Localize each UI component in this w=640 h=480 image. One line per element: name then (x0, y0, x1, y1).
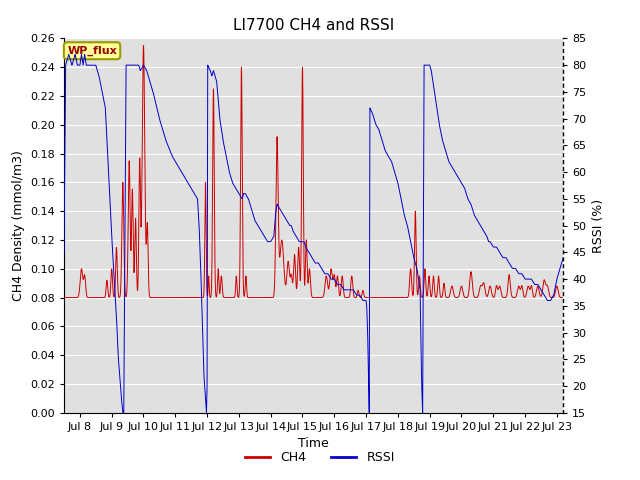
Y-axis label: RSSI (%): RSSI (%) (592, 199, 605, 252)
Title: LI7700 CH4 and RSSI: LI7700 CH4 and RSSI (233, 18, 394, 33)
Legend: CH4, RSSI: CH4, RSSI (240, 446, 400, 469)
X-axis label: Time: Time (298, 437, 329, 450)
Text: WP_flux: WP_flux (67, 46, 117, 56)
Y-axis label: CH4 Density (mmol/m3): CH4 Density (mmol/m3) (12, 150, 24, 301)
